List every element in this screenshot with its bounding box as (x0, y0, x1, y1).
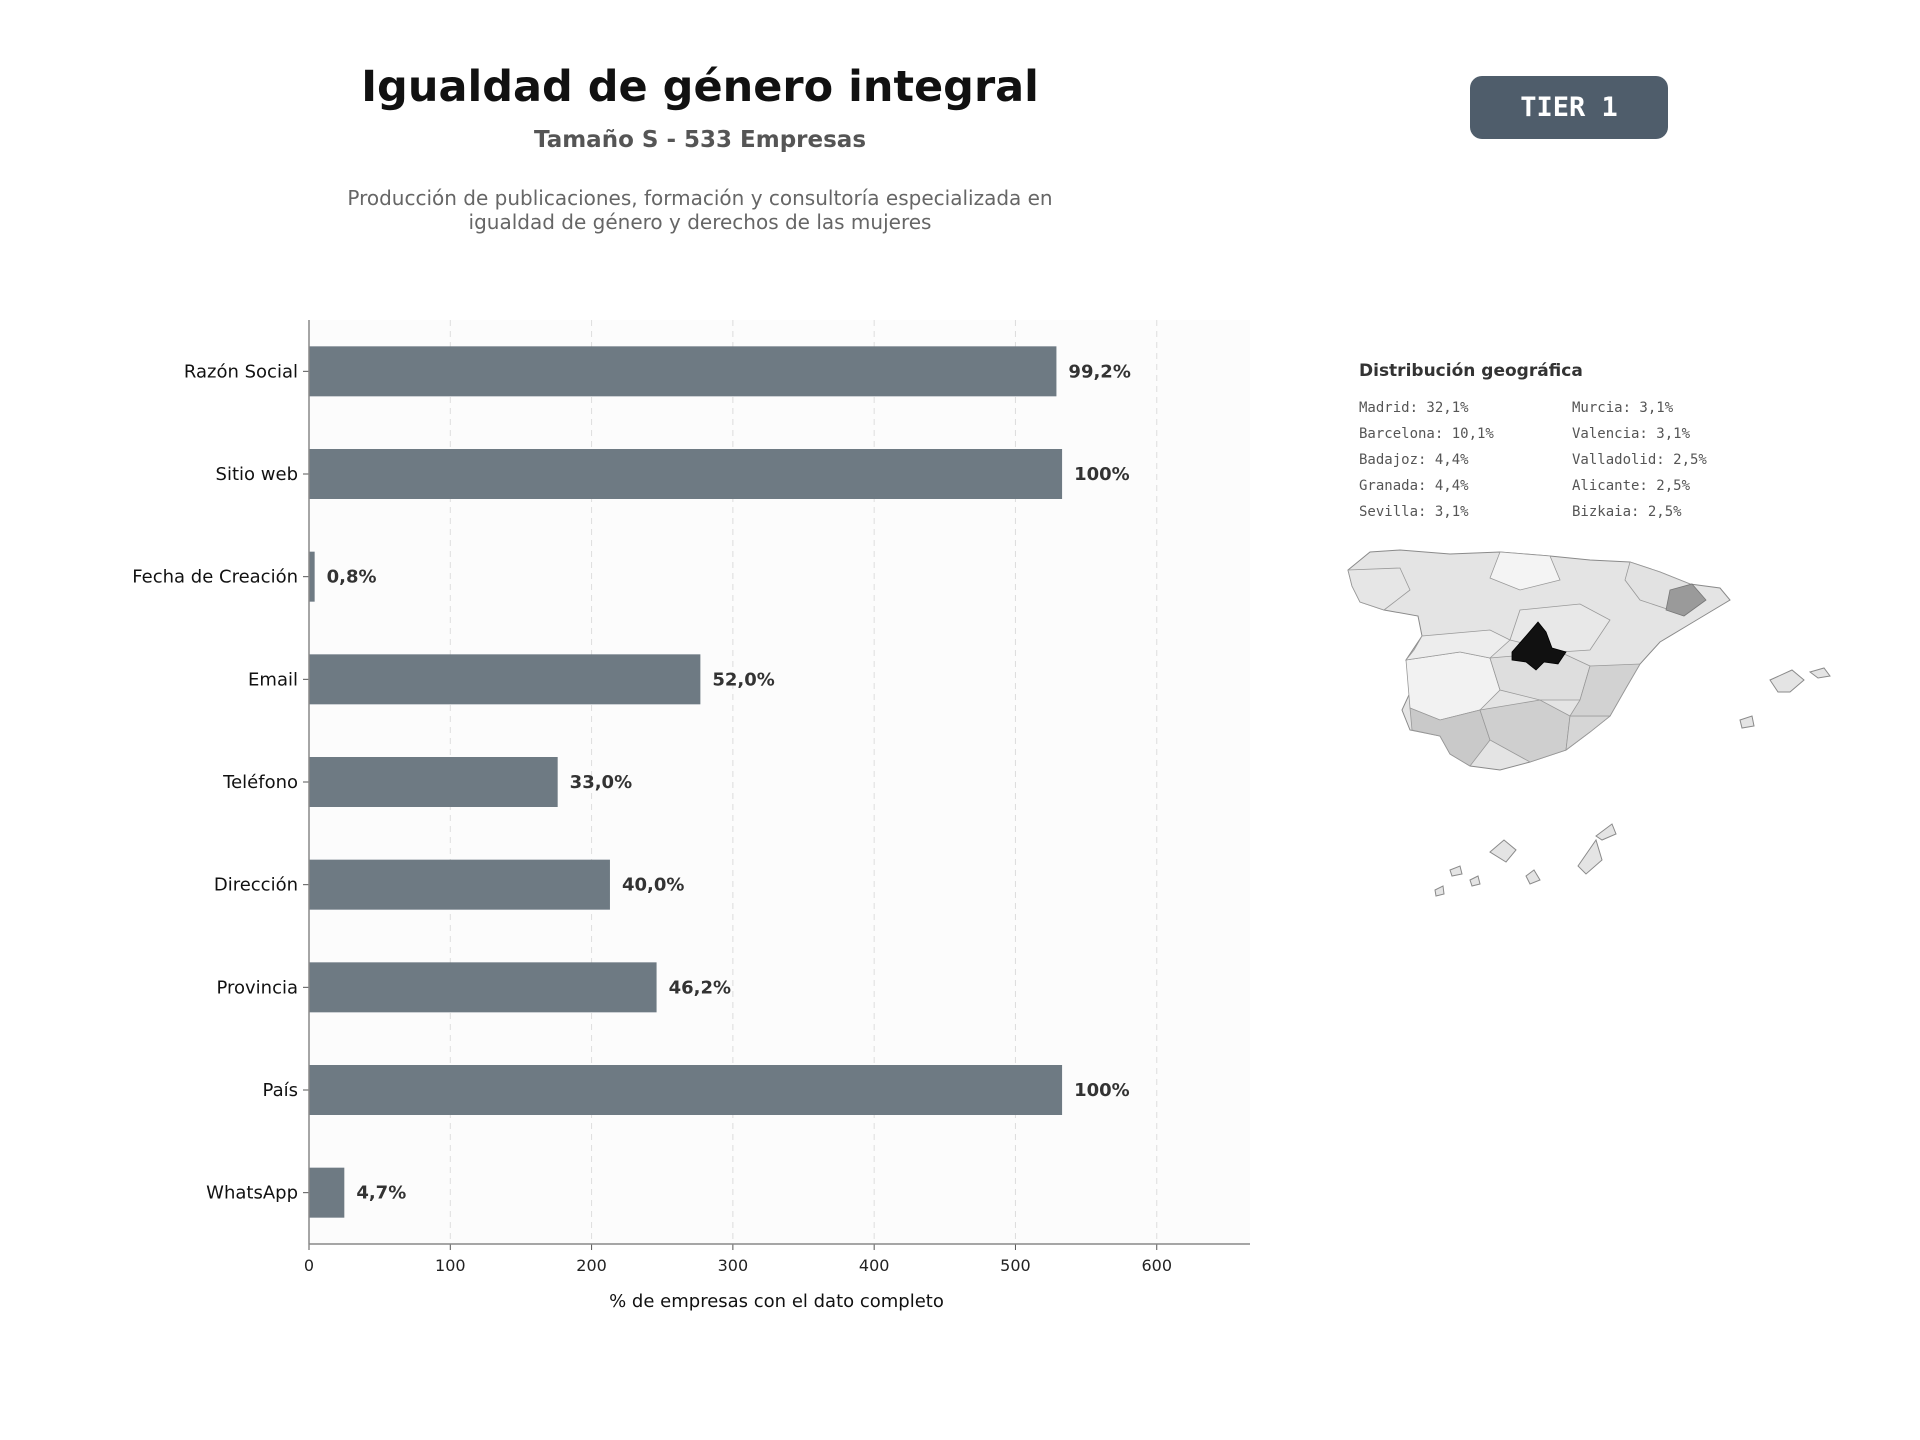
geo-item: Valencia: 3,1% (1572, 426, 1691, 442)
x-tick-label: 100 (435, 1256, 466, 1275)
map-region-madrid (1511, 621, 1567, 671)
map-region (1489, 551, 1561, 591)
map-region (1569, 663, 1641, 717)
map-canary-islands (1595, 823, 1617, 841)
x-tick-label: 300 (718, 1256, 749, 1275)
map-region (1409, 707, 1491, 767)
map-balearic-islands (1769, 669, 1805, 693)
geo-item: Granada: 4,4% (1359, 478, 1469, 494)
spain-choropleth-map (1347, 549, 1831, 897)
bar (309, 449, 1063, 499)
bar (309, 654, 701, 705)
map-region (1405, 629, 1511, 661)
map-region-barcelona (1665, 583, 1707, 617)
category-label: Dirección (214, 875, 298, 896)
page-subtitle: Tamaño S - 533 Empresas (533, 127, 867, 153)
map-canary-islands (1489, 839, 1517, 863)
map-region (1565, 715, 1612, 751)
bar-value-label: 46,2% (669, 977, 731, 998)
bar-value-label: 4,7% (356, 1183, 406, 1204)
map-canary-islands (1469, 875, 1481, 887)
bar (309, 757, 558, 807)
category-label: Email (248, 669, 298, 690)
category-label: Provincia (216, 977, 298, 998)
x-tick-label: 400 (859, 1256, 890, 1275)
bar (309, 1167, 345, 1218)
bar-value-label: 100% (1074, 1080, 1130, 1101)
category-label: Sitio web (216, 464, 298, 485)
category-label: País (263, 1080, 298, 1101)
geo-item: Barcelona: 10,1% (1359, 426, 1494, 442)
x-tick-label: 0 (304, 1256, 314, 1275)
category-label: Teléfono (222, 772, 298, 793)
map-canary-islands (1434, 885, 1445, 897)
map-canary-islands (1525, 869, 1541, 885)
geo-item: Alicante: 2,5% (1572, 478, 1691, 494)
map-balearic-islands (1739, 715, 1755, 729)
map-canary-islands (1577, 838, 1603, 875)
bar-value-label: 40,0% (622, 875, 684, 896)
category-label: Fecha de Creación (132, 567, 298, 588)
x-tick-label: 200 (576, 1256, 607, 1275)
page-description: Producción de publicaciones, formación y… (0, 186, 1400, 234)
bar (309, 859, 610, 910)
geo-item: Murcia: 3,1% (1572, 400, 1674, 416)
geo-item: Sevilla: 3,1% (1359, 504, 1469, 520)
geo-item: Badajoz: 4,4% (1359, 452, 1469, 468)
map-canary-islands (1449, 865, 1463, 877)
geo-item: Madrid: 32,1% (1359, 400, 1469, 416)
map-balearic-islands (1808, 667, 1831, 679)
bar-value-label: 0,8% (327, 567, 377, 588)
geo-item: Bizkaia: 2,5% (1572, 504, 1682, 520)
bar (309, 962, 657, 1013)
x-tick-label: 500 (1000, 1256, 1031, 1275)
x-tick-label: 600 (1141, 1256, 1172, 1275)
bar-value-label: 33,0% (570, 772, 632, 793)
description-line-1: Producción de publicaciones, formación y… (347, 186, 1053, 210)
geo-distribution-title: Distribución geográfica (1359, 361, 1583, 381)
page-title: Igualdad de género integral (361, 62, 1039, 112)
bar-value-label: 52,0% (712, 669, 774, 690)
bar (309, 551, 315, 602)
bar-value-label: 99,2% (1068, 361, 1130, 382)
bar (309, 1065, 1063, 1115)
bar (309, 346, 1057, 397)
description-line-2: igualdad de género y derechos de las muj… (468, 210, 932, 234)
tier-badge: TIER 1 (1470, 76, 1668, 139)
category-label: Razón Social (184, 361, 298, 382)
geo-item: Valladolid: 2,5% (1572, 452, 1707, 468)
bar-value-label: 100% (1074, 464, 1130, 485)
x-axis-label: % de empresas con el dato completo (609, 1291, 944, 1312)
map-region (1347, 567, 1411, 611)
category-label: WhatsApp (206, 1183, 298, 1204)
